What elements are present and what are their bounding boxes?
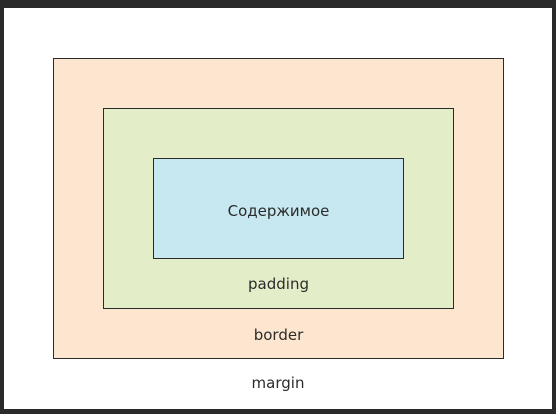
border-label: border [253, 326, 304, 344]
padding-label: padding [248, 275, 309, 293]
content-area [153, 158, 404, 259]
box-model-diagram: Содержимое padding border margin [4, 8, 552, 409]
margin-label: margin [251, 374, 305, 392]
content-label: Содержимое [227, 202, 330, 220]
